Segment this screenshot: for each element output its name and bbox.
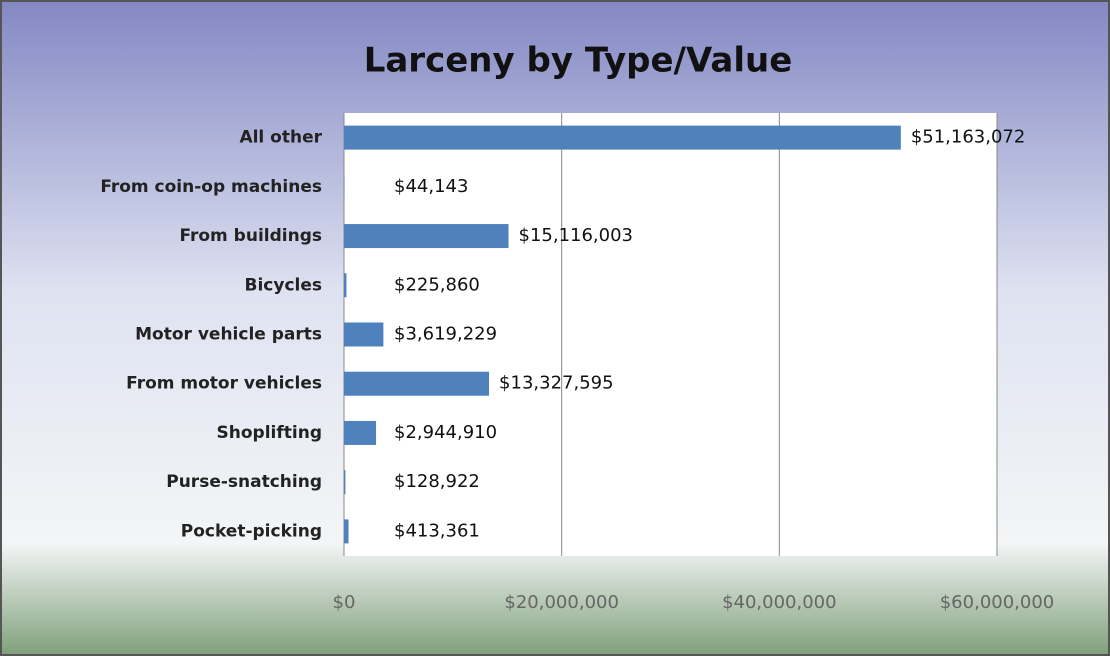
bar: [344, 420, 377, 445]
bar: [344, 519, 349, 544]
bar: [344, 470, 346, 495]
bar: [344, 322, 384, 347]
bar: [344, 125, 901, 150]
data-label: $13,327,595: [499, 373, 614, 394]
data-label: $51,163,072: [911, 127, 1026, 148]
y-tick-label: From buildings: [179, 226, 322, 246]
data-label: $3,619,229: [394, 324, 497, 345]
y-tick-label: All other: [239, 128, 322, 148]
bar: [344, 273, 347, 298]
data-label: $225,860: [394, 274, 480, 295]
data-label: $413,361: [394, 520, 480, 541]
plot-area: [344, 113, 997, 556]
x-tick-label: $40,000,000: [722, 592, 837, 613]
y-tick-label: Purse-snatching: [166, 472, 322, 492]
x-tick-label: $60,000,000: [940, 592, 1055, 613]
y-tick-label: Bicycles: [245, 275, 323, 295]
data-label: $128,922: [394, 471, 480, 492]
bar: [344, 371, 490, 396]
x-tick-label: $20,000,000: [504, 592, 619, 613]
y-tick-label: From coin-op machines: [100, 177, 322, 197]
y-tick-label: Pocket-picking: [181, 521, 322, 541]
data-label: $44,143: [394, 176, 468, 197]
y-tick-label: From motor vehicles: [126, 374, 322, 394]
y-tick-label: Motor vehicle parts: [135, 325, 322, 345]
data-label: $15,116,003: [519, 225, 634, 246]
y-tick-label: Shoplifting: [217, 423, 322, 443]
data-label: $2,944,910: [394, 422, 497, 443]
x-tick-label: $0: [333, 592, 356, 613]
bar: [344, 224, 509, 249]
chart-title: Larceny by Type/Value: [364, 41, 793, 81]
